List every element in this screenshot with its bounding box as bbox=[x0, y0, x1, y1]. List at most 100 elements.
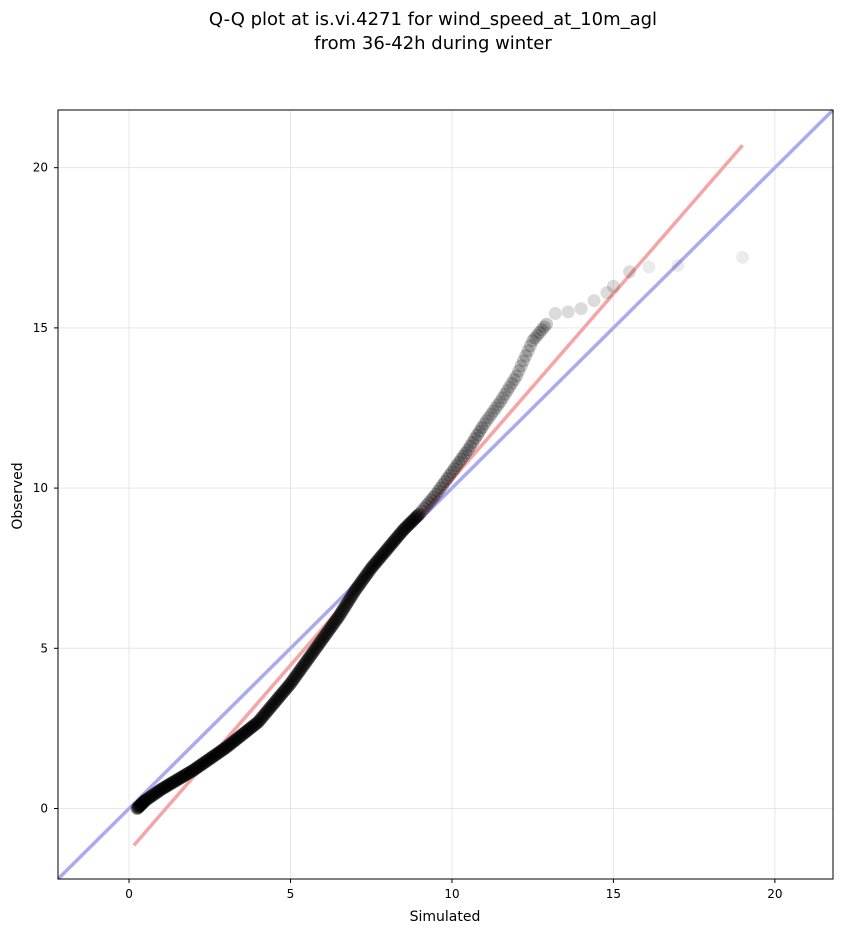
qq-point bbox=[394, 525, 408, 539]
qq-point bbox=[540, 317, 554, 331]
qq-point bbox=[222, 738, 236, 752]
qq-point bbox=[357, 571, 371, 585]
qq-point bbox=[335, 604, 349, 618]
qq-point bbox=[200, 753, 214, 767]
qq-point bbox=[132, 799, 146, 813]
qq-point bbox=[445, 465, 459, 479]
qq-point bbox=[142, 791, 156, 805]
qq-point-tail bbox=[606, 279, 620, 293]
qq-point bbox=[302, 651, 316, 665]
qq-point bbox=[319, 627, 333, 641]
qq-point bbox=[300, 654, 314, 668]
qq-point bbox=[263, 701, 277, 715]
qq-points bbox=[130, 250, 750, 816]
qq-point bbox=[410, 509, 424, 523]
qq-point bbox=[282, 678, 296, 692]
qq-point bbox=[301, 653, 315, 667]
qq-point bbox=[256, 710, 270, 724]
qq-point bbox=[417, 501, 431, 515]
qq-point bbox=[370, 554, 384, 568]
qq-point bbox=[387, 534, 401, 548]
qq-point bbox=[365, 560, 379, 574]
qq-point bbox=[379, 543, 393, 557]
qq-point bbox=[459, 446, 473, 460]
qq-point bbox=[154, 782, 168, 796]
qq-point bbox=[470, 428, 484, 442]
qq-point-tail bbox=[736, 250, 750, 264]
qq-point bbox=[452, 455, 466, 469]
qq-point bbox=[135, 797, 149, 811]
qq-point bbox=[218, 741, 232, 755]
qq-point bbox=[251, 715, 265, 729]
qq-point bbox=[213, 745, 227, 759]
qq-point bbox=[376, 547, 390, 561]
x-tick-label: 10 bbox=[444, 887, 459, 901]
qq-point bbox=[322, 624, 336, 638]
qq-point bbox=[480, 414, 494, 428]
qq-point bbox=[512, 364, 526, 378]
qq-point bbox=[260, 704, 274, 718]
chart-title: Q-Q plot at is.vi.4271 for wind_speed_at… bbox=[209, 9, 657, 54]
qq-point bbox=[482, 411, 496, 425]
qq-point bbox=[147, 787, 161, 801]
qq-point bbox=[427, 490, 441, 504]
qq-point bbox=[212, 745, 226, 759]
qq-point bbox=[320, 625, 334, 639]
qq-point bbox=[242, 722, 256, 736]
qq-point bbox=[315, 633, 329, 647]
qq-point bbox=[157, 781, 171, 795]
qq-point bbox=[161, 778, 175, 792]
qq-point bbox=[307, 645, 321, 659]
qq-point bbox=[424, 493, 438, 507]
qq-point bbox=[225, 736, 239, 750]
qq-point bbox=[290, 667, 304, 681]
qq-point bbox=[326, 617, 340, 631]
qq-point bbox=[391, 530, 405, 544]
qq-point bbox=[169, 773, 183, 787]
qq-point bbox=[175, 770, 189, 784]
qq-point bbox=[393, 527, 407, 541]
qq-point bbox=[232, 731, 246, 745]
qq-point bbox=[363, 563, 377, 577]
qq-point bbox=[297, 657, 311, 671]
qq-point bbox=[362, 564, 376, 578]
qq-point bbox=[352, 579, 366, 593]
qq-point bbox=[447, 462, 461, 476]
qq-point bbox=[244, 720, 258, 734]
qq-point bbox=[309, 641, 323, 655]
qq-point bbox=[528, 331, 542, 345]
qq-point bbox=[318, 628, 332, 642]
qq-point bbox=[305, 646, 319, 660]
qq-point bbox=[199, 754, 213, 768]
qq-point bbox=[146, 788, 160, 802]
qq-point bbox=[440, 471, 454, 485]
y-tick-label: 10 bbox=[33, 481, 48, 495]
qq-point bbox=[324, 620, 338, 634]
qq-point bbox=[311, 638, 325, 652]
qq-point bbox=[407, 512, 421, 526]
x-tick-label: 20 bbox=[767, 887, 782, 901]
x-axis-label: Simulated bbox=[410, 909, 481, 925]
qq-point bbox=[454, 452, 468, 466]
qq-point bbox=[397, 523, 411, 537]
chart-title-line-1: Q-Q plot at is.vi.4271 for wind_speed_at… bbox=[209, 9, 657, 30]
x-axis-ticks: 0 5 10 15 20 bbox=[125, 879, 783, 901]
qq-point bbox=[168, 774, 182, 788]
qq-point bbox=[413, 507, 427, 521]
qq-point bbox=[403, 516, 417, 530]
qq-point bbox=[369, 556, 383, 570]
qq-point bbox=[333, 607, 347, 621]
qq-point bbox=[353, 577, 367, 591]
qq-point bbox=[198, 755, 212, 769]
qq-point bbox=[346, 587, 360, 601]
qq-point bbox=[395, 524, 409, 538]
qq-point bbox=[304, 648, 318, 662]
qq-point bbox=[269, 694, 283, 708]
qq-point bbox=[293, 664, 307, 678]
qq-point bbox=[279, 682, 293, 696]
qq-point bbox=[477, 417, 491, 431]
qq-point bbox=[248, 718, 262, 732]
qq-point bbox=[160, 779, 174, 793]
qq-point bbox=[401, 518, 415, 532]
